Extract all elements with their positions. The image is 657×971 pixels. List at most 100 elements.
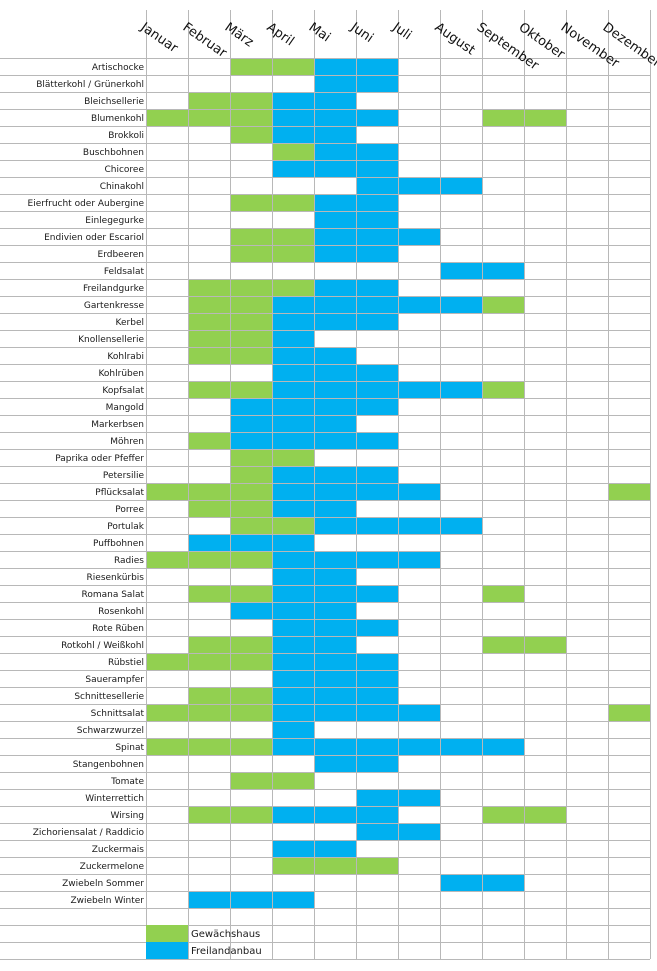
cell-freiland xyxy=(314,551,356,568)
cell-gewaechshaus xyxy=(230,585,272,602)
cell-gewaechshaus xyxy=(272,517,314,534)
row-label: Winterrettich xyxy=(85,794,144,804)
cell-freiland xyxy=(356,483,398,500)
row-label: Zuckermais xyxy=(92,845,145,855)
cell-freiland xyxy=(272,585,314,602)
row-label: Blätterkohl / Grünerkohl xyxy=(36,80,144,90)
cell-gewaechshaus xyxy=(146,653,188,670)
cell-freiland xyxy=(188,891,230,908)
row-label: Petersilie xyxy=(103,471,145,481)
row-label: Rosenkohl xyxy=(98,607,144,617)
cell-freiland xyxy=(272,619,314,636)
cell-gewaechshaus xyxy=(230,245,272,262)
cell-freiland xyxy=(440,874,482,891)
cell-freiland xyxy=(314,75,356,92)
cell-gewaechshaus xyxy=(482,585,524,602)
row-label: Kerbel xyxy=(116,318,144,328)
row-label: Feldsalat xyxy=(104,267,145,277)
cell-freiland xyxy=(356,551,398,568)
cell-freiland xyxy=(314,619,356,636)
cell-freiland xyxy=(272,296,314,313)
cell-gewaechshaus xyxy=(230,772,272,789)
legend: Gewächshaus Freilandanbau xyxy=(146,925,262,959)
calendar-grid xyxy=(0,10,651,960)
cell-gewaechshaus xyxy=(230,228,272,245)
cell-freiland xyxy=(398,789,440,806)
cell-gewaechshaus xyxy=(188,806,230,823)
cell-gewaechshaus xyxy=(608,704,650,721)
cell-freiland xyxy=(440,381,482,398)
cell-freiland xyxy=(398,177,440,194)
cell-freiland xyxy=(440,177,482,194)
row-label: Pflücksalat xyxy=(95,488,144,498)
cell-freiland xyxy=(272,466,314,483)
row-label: Markerbsen xyxy=(91,420,144,430)
cell-freiland xyxy=(440,296,482,313)
cell-freiland xyxy=(314,364,356,381)
cell-gewaechshaus xyxy=(230,296,272,313)
cell-freiland xyxy=(314,432,356,449)
cell-gewaechshaus xyxy=(188,636,230,653)
cell-gewaechshaus xyxy=(482,109,524,126)
legend-label: Gewächshaus xyxy=(191,929,260,940)
cell-freiland xyxy=(272,568,314,585)
month-label: Januar xyxy=(137,19,181,56)
cell-freiland xyxy=(356,381,398,398)
cell-freiland xyxy=(272,330,314,347)
legend-swatch xyxy=(146,925,188,942)
month-label: Februar xyxy=(180,20,230,61)
cell-freiland xyxy=(356,75,398,92)
row-label: Schwarzwurzel xyxy=(77,726,144,736)
cell-freiland xyxy=(356,823,398,840)
cell-gewaechshaus xyxy=(188,330,230,347)
row-label: Radies xyxy=(114,556,144,566)
row-label: Brokkoli xyxy=(108,131,144,141)
cell-freiland xyxy=(356,245,398,262)
cell-freiland xyxy=(398,704,440,721)
row-label: Zwiebeln Winter xyxy=(70,896,144,906)
cell-freiland xyxy=(230,415,272,432)
row-label: Buschbohnen xyxy=(83,148,144,158)
cell-gewaechshaus xyxy=(230,381,272,398)
cell-freiland xyxy=(314,398,356,415)
row-labels: Artischocke Blätterkohl / Grünerkohl Bleic… xyxy=(28,63,145,906)
cell-freiland xyxy=(314,738,356,755)
cell-freiland xyxy=(272,891,314,908)
row-label: Knollensellerie xyxy=(78,335,144,345)
row-label: Zwiebeln Sommer xyxy=(62,879,144,889)
row-label: Rote Rüben xyxy=(92,624,144,634)
cell-gewaechshaus xyxy=(188,653,230,670)
cell-gewaechshaus xyxy=(230,58,272,75)
cell-freiland xyxy=(356,160,398,177)
cell-freiland xyxy=(398,483,440,500)
cell-freiland xyxy=(272,721,314,738)
cell-gewaechshaus xyxy=(188,109,230,126)
row-label: Schnittsalat xyxy=(91,709,145,719)
row-label: Porree xyxy=(115,505,144,515)
cell-freiland xyxy=(398,296,440,313)
cell-gewaechshaus xyxy=(230,313,272,330)
row-label: Einlegegurke xyxy=(85,216,144,226)
cell-gewaechshaus xyxy=(482,296,524,313)
cell-freiland xyxy=(314,279,356,296)
cell-freiland xyxy=(314,347,356,364)
cell-gewaechshaus xyxy=(272,194,314,211)
cell-gewaechshaus xyxy=(272,279,314,296)
cell-gewaechshaus xyxy=(482,381,524,398)
cell-gewaechshaus xyxy=(230,330,272,347)
cell-gewaechshaus xyxy=(272,857,314,874)
cell-freiland xyxy=(272,483,314,500)
row-label: Rübstiel xyxy=(108,658,144,668)
cell-freiland xyxy=(356,670,398,687)
cell-freiland xyxy=(314,585,356,602)
cell-gewaechshaus xyxy=(230,194,272,211)
cell-gewaechshaus xyxy=(188,704,230,721)
cell-freiland xyxy=(440,517,482,534)
cell-freiland xyxy=(314,602,356,619)
cell-freiland xyxy=(356,296,398,313)
row-label: Chinakohl xyxy=(100,182,144,192)
row-label: Tomate xyxy=(110,777,144,787)
cell-gewaechshaus xyxy=(230,466,272,483)
cell-freiland xyxy=(314,483,356,500)
row-label: Chicoree xyxy=(104,165,144,175)
